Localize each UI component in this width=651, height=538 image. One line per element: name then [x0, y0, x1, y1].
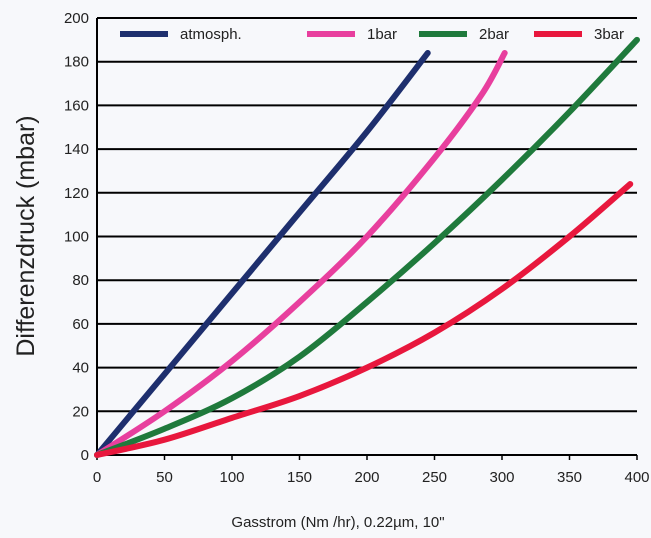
- x-tick-label: 100: [219, 469, 244, 486]
- y-tick-label: 120: [64, 185, 89, 202]
- y-tick-label: 0: [81, 447, 89, 464]
- x-tick-label: 250: [422, 469, 447, 486]
- x-tick-label: 150: [287, 469, 312, 486]
- y-tick-label: 100: [64, 229, 89, 246]
- legend-label: 2bar: [479, 26, 509, 43]
- y-tick-label: 140: [64, 141, 89, 158]
- legend-item: atmosph.: [120, 26, 242, 43]
- y-tick-label: 40: [72, 360, 89, 377]
- legend-label: 1bar: [367, 26, 397, 43]
- legend-item: 2bar: [419, 26, 509, 43]
- x-tick-label: 200: [354, 469, 379, 486]
- x-tick-label: 350: [557, 469, 582, 486]
- x-tick-label: 300: [489, 469, 514, 486]
- x-tick-label: 0: [93, 469, 101, 486]
- y-tick-label: 80: [72, 272, 89, 289]
- y-tick-label: 20: [72, 403, 89, 420]
- y-tick-label: 200: [64, 10, 89, 27]
- series-line-2bar: [94, 36, 640, 458]
- x-tick-label: 50: [156, 469, 173, 486]
- y-axis-title: Differenzdruck (mbar): [12, 115, 40, 356]
- y-tick-label: 180: [64, 54, 89, 71]
- legend: atmosph. 1bar 2bar 3bar: [120, 26, 624, 43]
- axes: 0 20 40 60 80 100 120 140 160 180 200 0 50 100 150 200 2…: [64, 10, 650, 486]
- legend-label: 3bar: [594, 26, 624, 43]
- series-line-3bar: [94, 181, 634, 458]
- legend-item: 3bar: [534, 26, 624, 43]
- series-lines: [94, 36, 640, 458]
- series-line-1bar: [94, 49, 508, 458]
- y-tick-label: 160: [64, 97, 89, 114]
- series-line-atmosph: [94, 49, 431, 458]
- legend-label: atmosph.: [180, 26, 242, 43]
- x-axis-title: Gasstrom (Nm /hr), 0.22µm, 10": [231, 514, 444, 531]
- x-tick-label: 400: [624, 469, 649, 486]
- legend-item: 1bar: [307, 26, 397, 43]
- y-tick-label: 60: [72, 316, 89, 333]
